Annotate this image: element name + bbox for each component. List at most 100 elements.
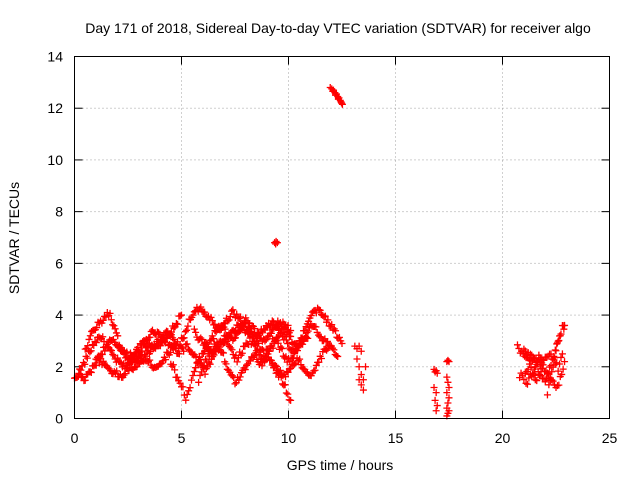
data-point [520,376,528,384]
data-point [179,383,187,391]
data-point [110,352,118,360]
data-point [325,342,333,350]
data-point [180,334,188,342]
x-tick-label: 10 [281,430,297,446]
data-point [224,317,232,325]
data-point [445,394,453,402]
data-point [271,361,279,369]
y-tick-label: 0 [55,411,63,427]
data-point [79,373,87,381]
data-point [99,333,107,341]
data-point [284,340,292,348]
data-point [324,316,332,324]
data-point [296,355,304,363]
data-point [213,338,221,346]
data-point [106,346,114,354]
data-point [219,349,227,357]
data-point [203,357,211,365]
data-point [237,326,245,334]
data-point [144,357,152,365]
data-point [355,363,363,371]
data-point [205,352,213,360]
data-point [197,334,205,342]
data-point [557,353,565,361]
data-point [284,368,292,376]
data-point [146,356,154,364]
data-point [238,349,246,357]
data-point [353,355,361,363]
data-point [182,396,190,404]
data-point [225,316,233,324]
data-point [284,390,292,398]
data-point [121,370,129,378]
data-point [84,342,92,350]
data-point [152,342,160,350]
data-point [302,333,310,341]
plot-frame [74,56,610,419]
data-point [178,344,186,352]
data-point [284,321,292,329]
data-point [549,363,557,371]
data-point [187,376,195,384]
data-point [197,368,205,376]
data-point [75,369,83,377]
x-tick-label: 0 [71,430,79,446]
data-point [558,370,566,378]
data-point [186,346,194,354]
data-point [321,312,329,320]
data-point [537,365,545,373]
x-tick-label: 25 [602,430,618,446]
data-point [267,329,275,337]
data-point [556,332,564,340]
data-point [85,335,93,343]
data-point [91,338,99,346]
data-point [279,328,287,336]
data-point [177,343,185,351]
data-point [226,313,234,321]
data-point [312,323,320,331]
data-point [433,402,441,410]
data-point [445,358,453,366]
data-point [233,310,241,318]
data-point [99,357,107,365]
data-point [170,336,178,344]
data-point [261,337,269,345]
data-point [297,361,305,369]
data-point [255,329,263,337]
data-point [184,322,192,330]
data-point [315,306,323,314]
data-point [323,337,331,345]
data-point [561,358,569,366]
data-point [223,338,231,346]
data-point [433,369,441,377]
data-point [541,367,549,375]
data-point [125,367,133,375]
data-point [173,373,181,381]
data-point [237,313,245,321]
data-point [274,339,282,347]
data-point [330,346,338,354]
data-point [114,354,122,362]
data-point [272,240,280,248]
data-point [328,321,336,329]
y-tick-label: 6 [55,255,63,271]
data-point [560,325,568,333]
data-point [176,312,184,320]
data-point [332,327,340,335]
data-point [264,333,272,341]
y-tick-label: 10 [47,152,63,168]
data-point [243,361,251,369]
data-point [316,306,324,314]
data-point [231,334,239,342]
data-point [293,347,301,355]
data-point [137,341,145,349]
data-point [430,383,438,391]
data-point [195,378,203,386]
data-point [285,365,293,373]
data-point [311,366,319,374]
data-point [443,373,451,381]
data-point [444,356,452,364]
data-point [315,358,323,366]
data-point [105,365,113,373]
data-point [524,349,532,357]
